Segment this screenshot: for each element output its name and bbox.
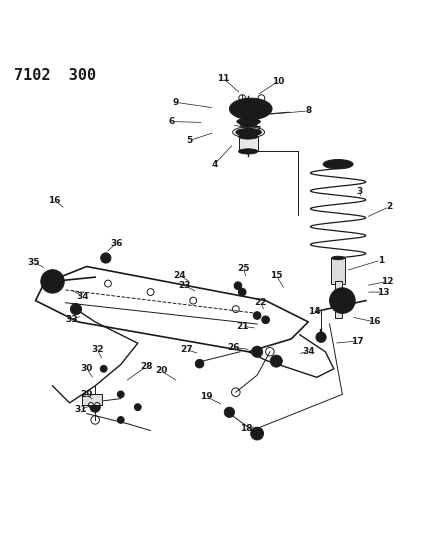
Text: 24: 24 [173,271,186,279]
Bar [82,394,102,405]
Bar [239,136,258,151]
Circle shape [100,366,107,372]
Ellipse shape [236,111,266,119]
Bar [331,258,345,284]
Text: 16: 16 [368,318,381,326]
Text: 7: 7 [254,126,260,135]
Text: 19: 19 [199,392,212,401]
Circle shape [251,346,263,357]
Text: 27: 27 [181,345,193,354]
Text: 23: 23 [178,281,191,290]
Circle shape [253,312,261,319]
Circle shape [332,290,353,311]
Text: 22: 22 [254,298,267,307]
Text: 15: 15 [270,271,283,279]
Text: 10: 10 [272,77,284,86]
Text: 36: 36 [110,239,123,247]
Text: 34: 34 [76,292,89,301]
Text: 29: 29 [80,390,93,399]
Text: 4: 4 [211,160,218,169]
Text: 13: 13 [377,288,389,296]
Ellipse shape [237,118,260,125]
Circle shape [262,316,269,324]
Circle shape [90,402,100,412]
Text: 20: 20 [155,366,167,375]
Circle shape [224,407,235,417]
Text: 16: 16 [48,196,61,205]
Text: 21: 21 [236,322,248,330]
Circle shape [195,359,204,368]
Text: 2: 2 [386,203,393,211]
Circle shape [44,273,61,290]
Ellipse shape [329,288,355,313]
Text: 32: 32 [91,345,103,354]
Text: 3: 3 [356,188,363,197]
Ellipse shape [239,149,258,154]
Text: 17: 17 [351,336,364,345]
Ellipse shape [236,128,261,136]
Text: 14: 14 [308,307,321,316]
Text: 35: 35 [27,258,39,266]
Circle shape [251,427,263,440]
Text: 8: 8 [305,107,311,116]
Text: 9: 9 [173,98,179,107]
Circle shape [234,282,242,289]
Circle shape [316,332,326,342]
Text: 1: 1 [378,256,384,264]
Circle shape [134,403,141,410]
Circle shape [101,253,111,263]
Ellipse shape [332,256,344,260]
Circle shape [117,416,124,423]
Text: 6: 6 [169,117,175,126]
Circle shape [70,304,82,314]
Circle shape [239,288,246,296]
Text: 30: 30 [81,364,93,373]
Text: 18: 18 [240,424,253,433]
Text: 11: 11 [217,74,229,83]
Text: 33: 33 [66,316,78,324]
Ellipse shape [230,98,272,119]
Ellipse shape [323,159,353,169]
Circle shape [117,391,124,398]
Text: 7102  300: 7102 300 [14,68,96,83]
Text: 12: 12 [381,277,393,286]
Text: 28: 28 [140,362,153,371]
Text: 5: 5 [186,136,192,146]
Text: 25: 25 [237,264,250,273]
Ellipse shape [238,103,263,114]
Text: 34: 34 [302,347,314,356]
Circle shape [270,355,282,367]
Ellipse shape [41,270,64,293]
Text: 31: 31 [74,405,87,414]
Ellipse shape [239,134,258,139]
Bar [335,281,341,318]
Text: 26: 26 [227,343,240,352]
Ellipse shape [240,122,257,127]
